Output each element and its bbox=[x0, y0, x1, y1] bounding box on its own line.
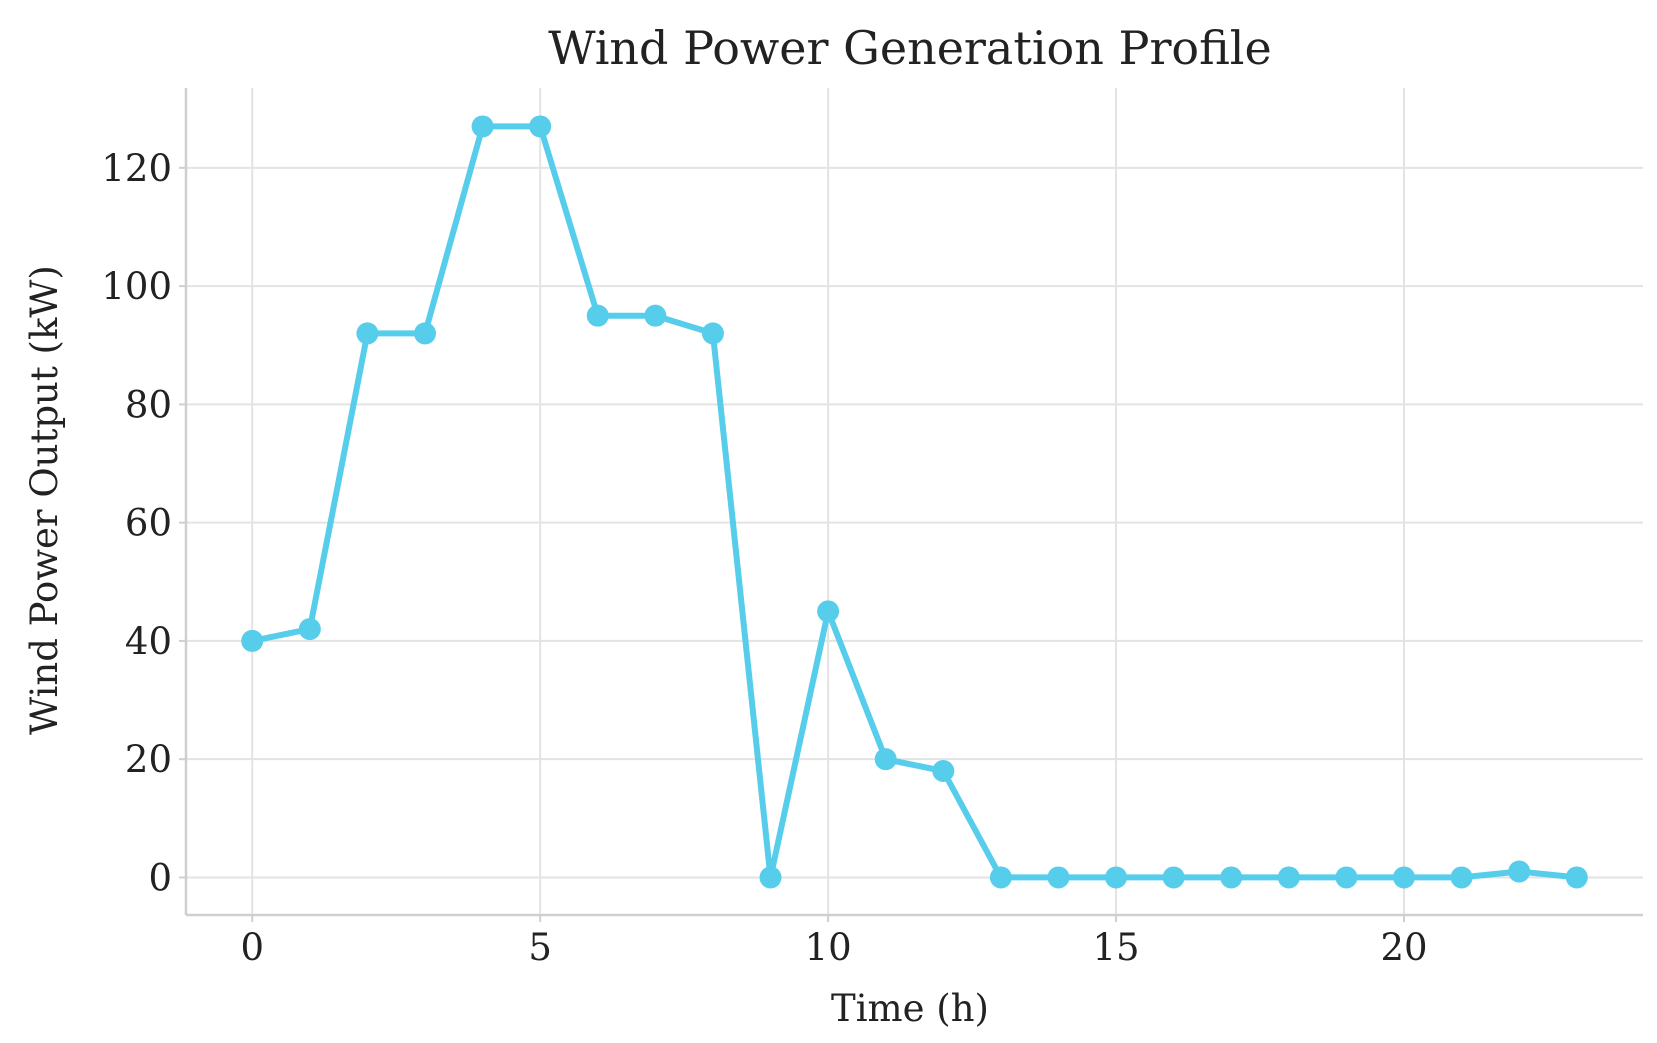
data-point bbox=[989, 866, 1012, 889]
data-point bbox=[1047, 866, 1070, 889]
data-point bbox=[298, 618, 321, 641]
x-tick-label: 0 bbox=[240, 926, 264, 969]
data-point bbox=[701, 322, 724, 345]
data-point bbox=[413, 322, 436, 345]
data-point bbox=[586, 304, 609, 327]
tick-labels-layer: 0 5 10 15 20 0 20 40 60 80 100 120 bbox=[101, 147, 1427, 969]
x-tick-label: 10 bbox=[805, 926, 852, 969]
x-tick-label: 5 bbox=[528, 926, 552, 969]
data-point bbox=[1450, 866, 1473, 889]
x-axis-label: Time (h) bbox=[831, 987, 989, 1030]
data-point bbox=[932, 760, 955, 783]
grid-layer bbox=[186, 88, 1643, 915]
data-point bbox=[1220, 866, 1243, 889]
data-point bbox=[1162, 866, 1185, 889]
y-tick-label: 40 bbox=[125, 620, 172, 663]
data-point bbox=[1508, 860, 1531, 883]
series-layer bbox=[241, 115, 1588, 889]
y-tick-label: 20 bbox=[125, 738, 172, 781]
data-point bbox=[356, 322, 379, 345]
data-point bbox=[471, 115, 494, 138]
y-tick-label: 60 bbox=[125, 502, 172, 545]
x-tick-label: 20 bbox=[1380, 926, 1427, 969]
y-tick-label: 120 bbox=[101, 147, 172, 190]
data-point bbox=[759, 866, 782, 889]
data-point bbox=[1565, 866, 1588, 889]
data-point bbox=[529, 115, 552, 138]
x-tick-label: 15 bbox=[1093, 926, 1140, 969]
chart-title: Wind Power Generation Profile bbox=[548, 21, 1272, 75]
data-point bbox=[817, 600, 840, 623]
series-line bbox=[249, 123, 1580, 881]
y-tick-label: 100 bbox=[101, 265, 172, 308]
data-point bbox=[644, 304, 667, 327]
data-point bbox=[1105, 866, 1128, 889]
data-point bbox=[874, 748, 897, 771]
y-tick-label: 0 bbox=[148, 856, 172, 899]
data-point bbox=[1277, 866, 1300, 889]
data-point bbox=[241, 629, 264, 652]
axes-layer bbox=[179, 88, 1643, 922]
data-point bbox=[1393, 866, 1416, 889]
y-tick-label: 80 bbox=[125, 383, 172, 426]
y-axis-label: Wind Power Output (kW) bbox=[23, 265, 66, 735]
data-point bbox=[1335, 866, 1358, 889]
